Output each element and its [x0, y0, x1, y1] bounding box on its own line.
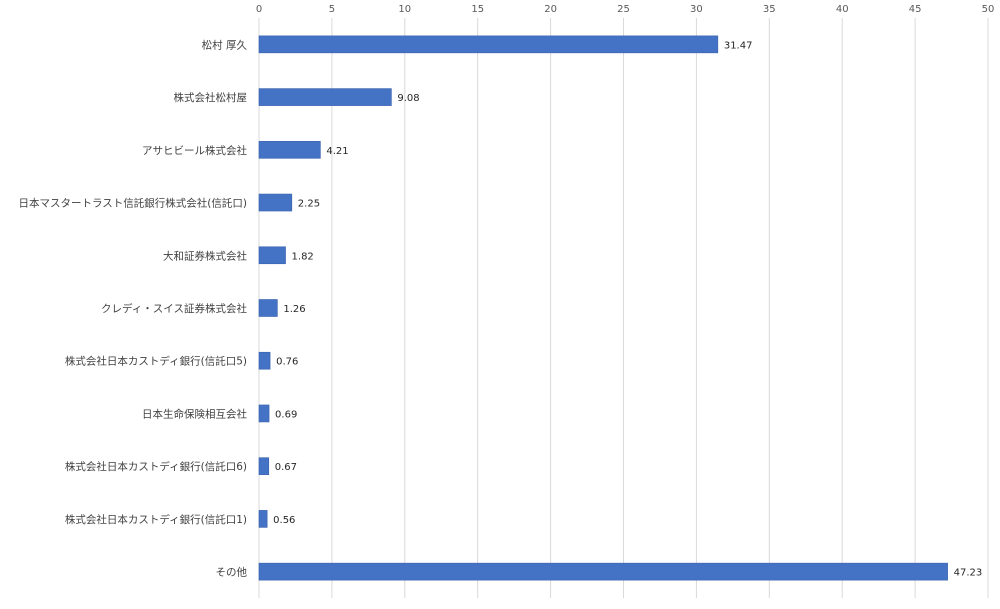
data-label: 2.25 — [298, 199, 320, 210]
bar — [258, 35, 719, 54]
data-label: 0.76 — [276, 357, 298, 368]
bar — [258, 141, 321, 159]
category-label: その他 — [216, 566, 248, 579]
data-label: 0.56 — [273, 515, 295, 526]
x-tick-label: 30 — [690, 4, 703, 15]
x-tick-label: 0 — [256, 4, 262, 15]
category-label: 株式会社日本カストディ銀行(信託口5) — [65, 355, 247, 368]
x-tick-label: 35 — [763, 4, 776, 15]
data-label: 31.47 — [724, 40, 753, 51]
bar — [258, 457, 270, 475]
x-tick-label: 20 — [544, 4, 557, 15]
bar — [258, 246, 286, 265]
category-label: 株式会社日本カストディ銀行(信託口1) — [65, 513, 247, 526]
data-label: 0.69 — [275, 409, 297, 420]
bar — [258, 299, 278, 317]
category-label: 日本生命保険相互会社 — [142, 407, 247, 420]
bar — [258, 88, 392, 106]
x-tick-label: 10 — [398, 4, 411, 15]
x-tick-label: 25 — [617, 4, 630, 15]
x-tick-label: 40 — [836, 4, 849, 15]
data-label: 0.67 — [275, 462, 297, 473]
category-label: 大和証券株式会社 — [163, 249, 247, 262]
category-label: クレディ・スイス証券株式会社 — [101, 302, 247, 315]
data-label: 9.08 — [397, 93, 419, 104]
bar — [258, 404, 270, 423]
bar — [258, 562, 948, 581]
category-label: 株式会社日本カストディ銀行(信託口6) — [65, 460, 247, 473]
bar — [258, 193, 293, 212]
x-tick-label: 50 — [982, 4, 995, 15]
data-label: 1.82 — [292, 251, 314, 262]
data-label: 4.21 — [326, 146, 348, 157]
category-label: 日本マスタートラスト信託銀行株式会社(信託口) — [19, 197, 247, 210]
category-label: アサヒビール株式会社 — [142, 144, 247, 157]
x-tick-label: 5 — [329, 4, 335, 15]
bar — [258, 510, 268, 528]
x-tick-label: 15 — [471, 4, 484, 15]
category-label: 松村 厚久 — [202, 38, 248, 51]
x-tick-label: 45 — [909, 4, 922, 15]
data-label: 47.23 — [954, 568, 983, 579]
data-label: 1.26 — [283, 304, 305, 315]
category-label: 株式会社松村屋 — [174, 91, 248, 104]
bar — [258, 351, 271, 370]
